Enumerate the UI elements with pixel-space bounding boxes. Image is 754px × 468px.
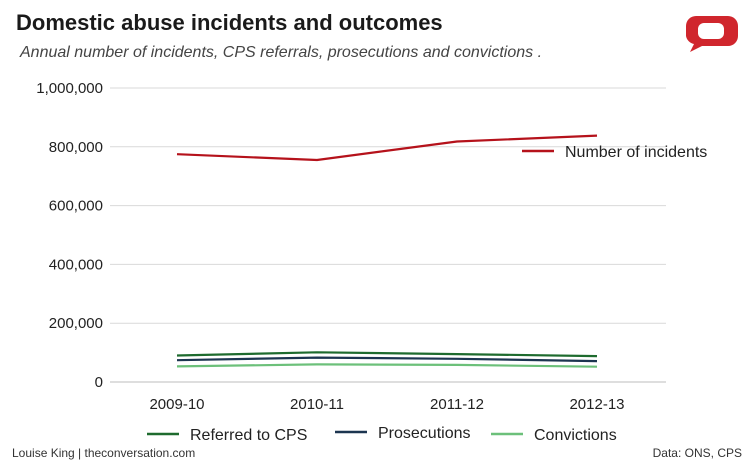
series-line-referred-to-cps (176, 351, 598, 358)
x-tick-label: 2011-12 (430, 396, 484, 413)
y-tick-label: 200,000 (49, 315, 103, 332)
speech-bubble-logo-icon (686, 16, 738, 52)
y-tick-label: 800,000 (49, 139, 103, 156)
chart-subtitle: Annual number of incidents, CPS referral… (20, 44, 543, 61)
series-line-convictions (176, 363, 598, 368)
credit-text: Louise King | theconversation.com (12, 446, 196, 460)
chart-title: Domestic abuse incidents and outcomes (16, 10, 443, 35)
y-tick-label: 400,000 (49, 256, 103, 273)
y-tick-label: 600,000 (49, 198, 103, 215)
y-axis-ticks: 0 200,000 400,000 600,000 800,000 1,000,000 (36, 80, 103, 391)
x-tick-label: 2010-11 (290, 396, 344, 413)
legend: Number of incidents Referred to CPS Prosec… (147, 144, 707, 444)
x-axis-ticks: 2009-10 2010-11 2011-12 2012-13 (149, 396, 624, 413)
y-tick-label: 0 (95, 374, 103, 391)
legend-label: Number of incidents (565, 144, 707, 161)
x-tick-label: 2009-10 (149, 396, 204, 413)
legend-label: Prosecutions (378, 425, 471, 442)
x-tick-label: 2012-13 (569, 396, 624, 413)
legend-label: Convictions (534, 427, 617, 444)
y-tick-label: 1,000,000 (36, 80, 103, 97)
source-text: Data: ONS, CPS (652, 446, 742, 460)
legend-label: Referred to CPS (190, 427, 307, 444)
series-line-number-of-incidents (176, 134, 598, 162)
series-lines (176, 134, 598, 368)
series-line-prosecutions (176, 356, 598, 363)
gridlines (110, 87, 666, 383)
